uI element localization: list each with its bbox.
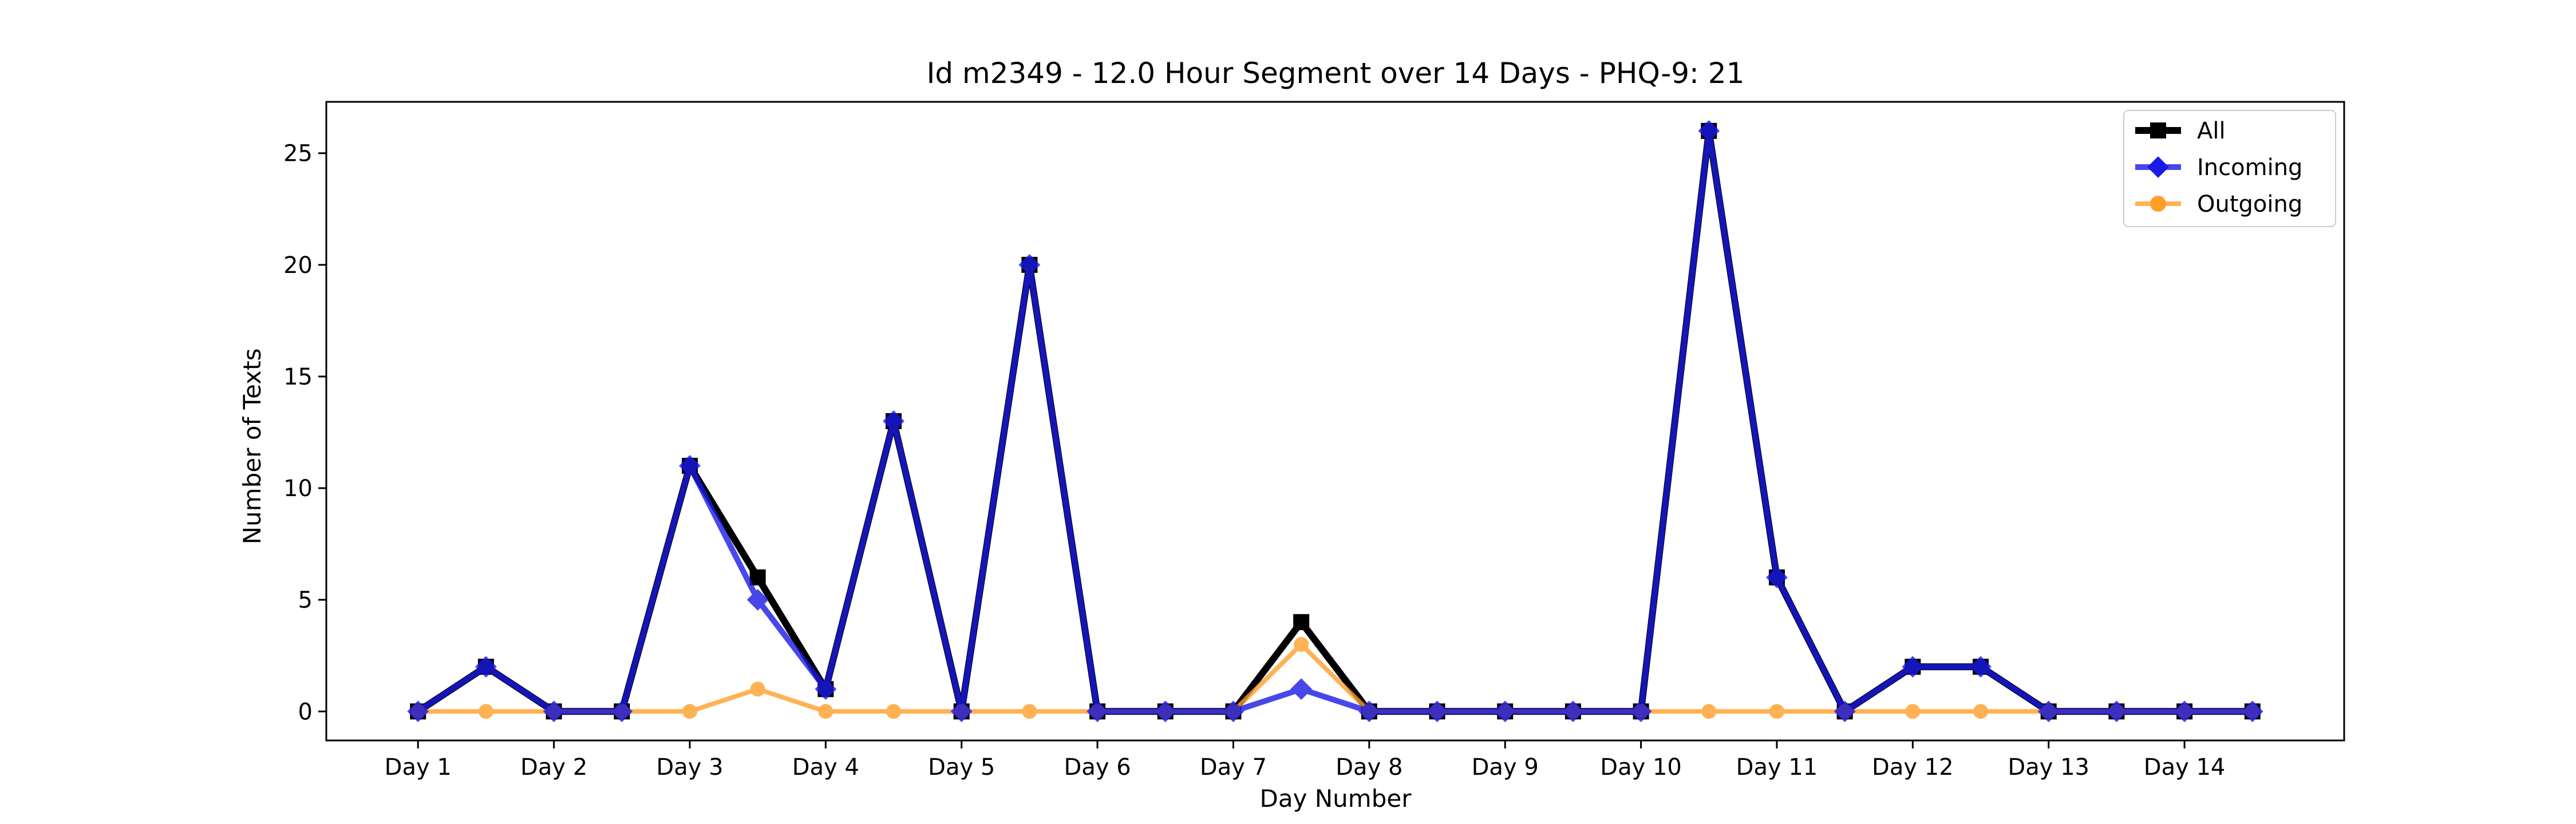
y-axis: 0 5 10 15 20 25 [283,141,326,725]
incoming-point [1358,700,1380,723]
x-tick-label: Day 9 [1472,754,1539,781]
x-axis-title: Day Number [1259,785,1412,813]
y-tick-label: 10 [283,476,313,502]
incoming-point [1494,700,1516,723]
legend-marker-incoming [2147,156,2169,178]
incoming-point [1834,700,1856,723]
incoming-point [1222,700,1244,723]
y-tick-label: 20 [283,252,313,279]
outgoing-point [818,704,833,719]
incoming-point [1290,678,1313,700]
incoming-point [2105,700,2128,723]
x-tick-label: Day 8 [1336,754,1402,781]
y-tick-label: 0 [298,699,313,725]
x-tick-label: Day 7 [1200,754,1267,781]
x-tick-label: Day 6 [1064,754,1131,781]
x-tick-label: Day 1 [385,754,452,781]
incoming-point [611,700,633,723]
x-axis: Day 1 Day 2 Day 3 Day 4 Day 5 Day 6 Day 7 Day 8… [385,740,2226,781]
x-tick-label: Day 12 [1872,754,1954,781]
incoming-point [1902,656,1924,678]
x-tick-label: Day 11 [1736,754,1818,781]
incoming-point [2037,700,2060,723]
x-tick-label: Day 13 [2008,754,2089,781]
outgoing-point [1294,637,1309,652]
all-point [1293,614,1310,631]
x-tick-label: Day 14 [2144,754,2226,781]
incoming-point [679,455,701,477]
outgoing-point [886,704,902,719]
all-point [749,569,766,586]
outgoing-point [1905,704,1921,719]
outgoing-point [1973,704,1989,719]
outgoing-point [682,704,697,719]
legend-marker-outgoing [2150,196,2166,212]
legend-label: All [2197,118,2226,144]
series-layer [407,120,2263,723]
incoming-point [2174,700,2195,723]
incoming-line [416,128,2253,715]
incoming-point [746,589,769,611]
plot-area-frame [325,101,2345,742]
outgoing-point [1022,704,1037,719]
outgoing-point [1769,704,1784,719]
outgoing-line [418,642,2253,714]
y-tick-label: 5 [298,587,313,613]
incoming-point [475,656,497,678]
outgoing-point [478,704,493,719]
incoming-point [1086,700,1108,723]
series-outgoing [410,637,2260,719]
x-tick-label: Day 5 [928,754,995,781]
incoming-point [407,700,429,723]
x-tick-label: Day 10 [1600,754,1682,781]
y-tick-label: 25 [283,141,313,167]
incoming-point [543,700,565,723]
incoming-point [950,700,973,723]
y-tick-label: 15 [283,364,313,390]
legend-box [2123,110,2336,227]
legend-label: Incoming [2197,154,2302,181]
incoming-point [1766,566,1788,589]
incoming-point [2241,700,2263,723]
all-line [416,127,2253,715]
incoming-point [1970,656,1992,678]
chart-title: Id m2349 - 12.0 Hour Segment over 14 Day… [927,57,1745,90]
incoming-point [1698,120,1720,142]
legend: All Incoming Outgoing [2123,110,2336,227]
incoming-point [1018,253,1041,276]
incoming-point [815,678,837,700]
x-tick-label: Day 4 [792,754,859,781]
incoming-point [883,410,904,432]
incoming-point [1426,700,1448,723]
outgoing-point [750,682,765,697]
series-all [410,122,2261,720]
legend-label: Outgoing [2197,191,2302,217]
legend-marker-all [2150,122,2166,138]
incoming-point [1562,700,1584,723]
outgoing-point [1701,704,1717,719]
incoming-point [1630,700,1652,723]
x-tick-label: Day 2 [520,754,587,781]
x-tick-label: Day 3 [656,754,723,781]
incoming-point [1154,700,1176,723]
y-axis-title: Number of Texts [238,348,266,545]
series-incoming [407,120,2263,723]
